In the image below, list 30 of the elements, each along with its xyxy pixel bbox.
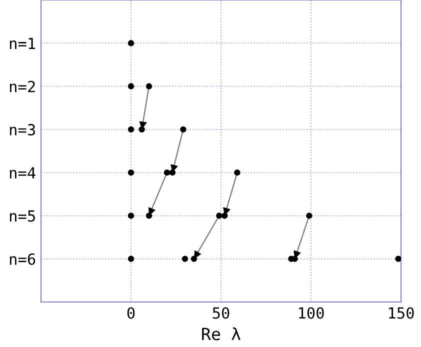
y-tick-label: n=4 — [10, 167, 36, 178]
point — [146, 212, 152, 219]
point — [216, 212, 222, 219]
point — [128, 126, 134, 133]
point — [395, 256, 401, 262]
point — [180, 126, 186, 133]
point — [128, 83, 134, 90]
x-axis-title: Re λ — [202, 327, 240, 340]
point — [306, 212, 312, 219]
point — [164, 169, 170, 176]
point — [169, 169, 176, 176]
point — [128, 169, 134, 176]
point — [222, 212, 228, 219]
point — [138, 126, 145, 133]
y-tick-label: n=1 — [10, 38, 36, 49]
point — [128, 40, 134, 46]
point — [128, 256, 134, 262]
point — [182, 256, 188, 262]
x-tick-label: 150 — [389, 307, 414, 319]
point — [234, 169, 240, 176]
x-tick-label: 100 — [299, 307, 324, 319]
x-tick-label: 0 — [127, 307, 135, 319]
point — [146, 83, 152, 90]
y-tick-label: n=5 — [10, 210, 35, 222]
point — [190, 256, 198, 262]
y-tick-label: n=3 — [10, 124, 35, 136]
point — [128, 212, 134, 219]
x-tick-label: 50 — [212, 307, 230, 319]
y-tick-label: n=2 — [10, 80, 35, 92]
y-tick-label: n=6 — [10, 253, 36, 265]
